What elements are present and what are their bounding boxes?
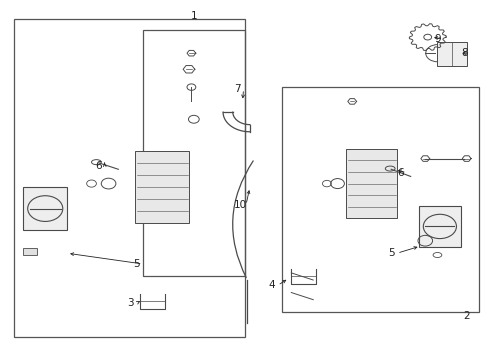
Text: 4: 4 xyxy=(269,280,275,291)
Text: 2: 2 xyxy=(464,311,470,321)
Text: 5: 5 xyxy=(133,259,140,269)
Bar xyxy=(24,187,67,230)
Bar xyxy=(24,248,37,255)
Text: 6: 6 xyxy=(397,168,404,178)
Bar xyxy=(419,206,461,247)
Text: 3: 3 xyxy=(127,298,134,308)
Bar xyxy=(135,152,189,223)
Bar xyxy=(282,87,479,312)
Bar xyxy=(143,30,245,276)
Text: 7: 7 xyxy=(234,84,241,94)
Text: 8: 8 xyxy=(461,48,467,58)
Text: 1: 1 xyxy=(191,11,197,21)
Text: 5: 5 xyxy=(388,248,394,258)
Bar xyxy=(14,19,245,337)
Text: 6: 6 xyxy=(96,161,102,171)
Bar xyxy=(438,42,466,66)
Text: 10: 10 xyxy=(234,200,246,210)
Bar xyxy=(346,149,397,219)
Text: 9: 9 xyxy=(434,34,441,44)
